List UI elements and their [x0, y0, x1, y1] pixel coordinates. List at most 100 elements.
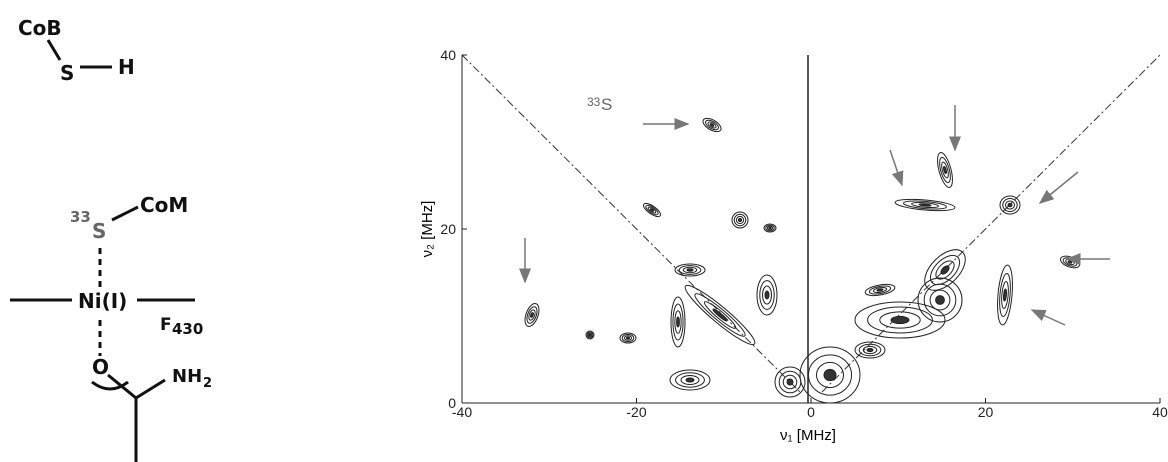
contour-line — [807, 354, 853, 396]
contour-line — [782, 374, 798, 390]
contour-line — [674, 263, 706, 277]
contour-line — [712, 308, 728, 322]
contour-line — [619, 332, 637, 344]
contour-line — [621, 333, 635, 343]
contours — [524, 117, 1081, 404]
contour-line — [647, 206, 657, 214]
contour-line — [685, 377, 695, 383]
contour-line — [702, 117, 722, 133]
contour-line — [733, 213, 747, 227]
contour-line — [1003, 288, 1007, 302]
contour-line — [876, 288, 884, 292]
contour-line — [1005, 200, 1015, 210]
contour-line — [911, 201, 939, 209]
contour-line — [999, 195, 1021, 215]
contour-line — [678, 265, 702, 275]
contour-line — [764, 290, 770, 300]
contour-line — [705, 119, 719, 131]
contour-line — [731, 211, 749, 229]
x-tick-label: -40 — [452, 404, 472, 420]
contour-line — [917, 277, 963, 323]
x-tick-label: 40 — [1152, 404, 1168, 420]
contour-line — [694, 293, 746, 337]
contour-line — [894, 198, 956, 212]
contour-line — [735, 215, 745, 225]
atom-label: CoM — [140, 193, 188, 217]
contour-line — [890, 315, 910, 325]
contour-line — [766, 225, 774, 231]
contour-line — [867, 306, 933, 334]
x-tick-label: 20 — [978, 404, 994, 420]
contour-line — [929, 254, 961, 286]
contour-line — [816, 361, 844, 389]
contour-line — [524, 303, 540, 327]
contour-line — [526, 306, 538, 324]
contour-line — [940, 265, 950, 275]
contour-line — [1001, 281, 1009, 309]
contour-line — [737, 217, 743, 223]
contour-line — [587, 332, 593, 338]
contour-line — [823, 368, 837, 382]
contour-line — [1007, 202, 1013, 208]
y-axis-label: ν₂ [MHz] — [419, 201, 436, 258]
contour-line — [854, 341, 886, 359]
atom-label: CoB — [18, 16, 62, 40]
contour-line — [669, 369, 711, 391]
contour-line — [645, 204, 659, 216]
contour-line — [585, 330, 595, 340]
contour-line — [937, 152, 953, 188]
contour-line — [588, 333, 592, 337]
contour-line — [999, 272, 1011, 318]
contour-line — [586, 331, 594, 339]
contour-line — [864, 283, 896, 297]
contour-line — [918, 203, 932, 207]
annotation-isotope: 33 — [587, 95, 601, 109]
contour-line — [768, 226, 772, 230]
contour-line — [684, 284, 756, 346]
contour-line — [997, 264, 1013, 326]
atom-label: S — [92, 219, 106, 243]
atom-label: S — [60, 61, 74, 85]
contour-line — [866, 347, 874, 353]
contour-line — [642, 202, 662, 218]
contour-line — [625, 336, 631, 340]
contour-line — [924, 249, 966, 291]
contour-line — [530, 312, 534, 318]
contour-line — [935, 260, 955, 280]
contour-line — [682, 266, 698, 274]
x-tick-label: 0 — [807, 404, 815, 420]
contour-line — [670, 296, 686, 348]
contour-line — [703, 301, 737, 329]
contour-line — [676, 316, 680, 328]
contour-line — [774, 366, 806, 398]
contour-line — [759, 280, 775, 310]
diagonal — [821, 54, 1161, 393]
y-tick-label: 0 — [448, 395, 456, 411]
annotation-atom: S — [601, 95, 612, 114]
contour-line — [879, 311, 921, 329]
contour-line — [528, 309, 536, 321]
contour-line — [858, 343, 882, 357]
atom-label: NH — [172, 366, 202, 387]
plot: 33 S ν₁ [MHz] ν₂ [MHz] -40 -20 0 20 40 0 20 40 — [419, 47, 1168, 444]
atom-label: 2 — [203, 376, 212, 391]
contour-line — [674, 310, 682, 334]
contour-line — [649, 208, 655, 212]
isotope-label: 33 — [70, 208, 91, 226]
contour-line — [1067, 260, 1073, 264]
contour-line — [868, 285, 892, 295]
contour-line — [854, 301, 946, 339]
contour-line — [675, 372, 705, 388]
contour-line — [941, 161, 949, 179]
y-tick-label: 40 — [440, 47, 456, 63]
contour-line — [765, 224, 775, 232]
contour-line — [935, 295, 945, 305]
atom-label: F — [160, 315, 172, 335]
atom-label: O — [92, 355, 109, 379]
contour-line — [762, 285, 772, 305]
structure — [10, 39, 195, 462]
atom-label: Ni(I) — [78, 289, 127, 313]
contour-line — [672, 303, 684, 341]
contour-line — [686, 268, 694, 272]
